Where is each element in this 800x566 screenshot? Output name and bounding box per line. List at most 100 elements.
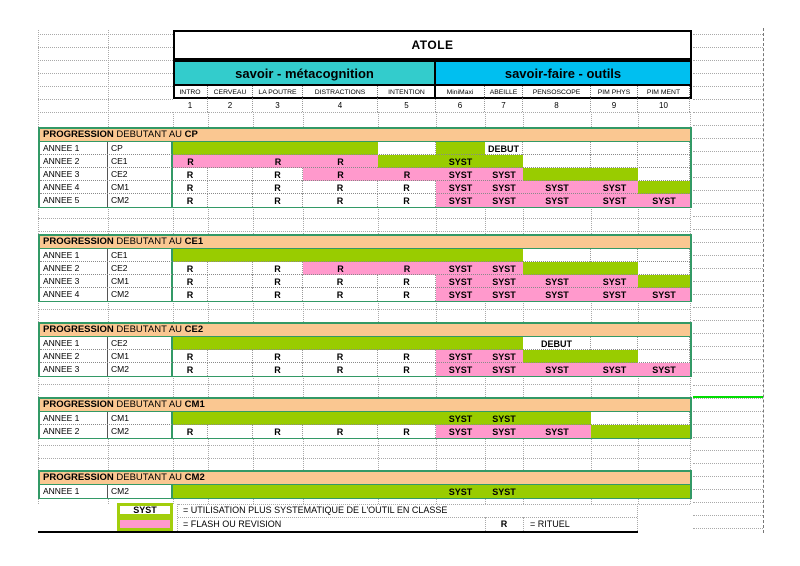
grid-cell-pensoscope[interactable]: SYST	[523, 181, 591, 194]
grid-cell-pim-ment[interactable]: SYST	[638, 194, 690, 207]
grid-cell-pim-phys[interactable]	[591, 412, 638, 425]
grid-cell-distractions[interactable]: R	[303, 181, 378, 194]
grid-cell-pim-phys[interactable]: SYST	[591, 363, 638, 376]
grid-cell-intention[interactable]: R	[378, 168, 436, 181]
grid-cell-cerveau[interactable]	[208, 275, 253, 288]
grid-cell-cerveau[interactable]	[208, 168, 253, 181]
grid-cell-la-poutre[interactable]: R	[253, 194, 303, 207]
grid-cell-minimaxi[interactable]	[436, 337, 485, 350]
grid-cell-pensoscope[interactable]: SYST	[523, 194, 591, 207]
grid-cell-distractions[interactable]	[303, 249, 378, 262]
grid-cell-distractions[interactable]: R	[303, 194, 378, 207]
grid-cell-distractions[interactable]: R	[303, 168, 378, 181]
legend-syst-box[interactable]: SYST	[117, 503, 173, 517]
legend-flash-box[interactable]	[117, 517, 173, 531]
grid-cell-pim-phys[interactable]	[591, 168, 638, 181]
section-title-bar-cp[interactable]: PROGRESSION DEBUTANT AU CP	[40, 129, 690, 142]
grid-cell-la-poutre[interactable]: R	[253, 363, 303, 376]
grid-cell-distractions[interactable]: R	[303, 288, 378, 301]
grid-cell-cerveau[interactable]	[208, 425, 253, 438]
grid-cell-abeille[interactable]: SYST	[485, 412, 523, 425]
grid-cell-pensoscope[interactable]	[523, 485, 591, 498]
grid-cell-distractions[interactable]: R	[303, 262, 378, 275]
grid-cell-minimaxi[interactable]: SYST	[436, 485, 485, 498]
grid-cell-cerveau[interactable]	[208, 249, 253, 262]
grid-cell-abeille[interactable]	[485, 155, 523, 168]
grid-cell-la-poutre[interactable]: R	[253, 425, 303, 438]
row-label-annee[interactable]: ANNEE 3	[40, 168, 108, 181]
grid-cell-abeille[interactable]: SYST	[485, 262, 523, 275]
grid-cell-cerveau[interactable]	[208, 485, 253, 498]
row-label-annee[interactable]: ANNEE 1	[40, 337, 108, 350]
grid-cell-intro[interactable]: R	[173, 363, 208, 376]
grid-cell-pim-phys[interactable]	[591, 249, 638, 262]
column-number-10[interactable]: 10	[638, 99, 690, 112]
column-header-intro[interactable]: INTRO	[173, 86, 208, 99]
row-label-annee[interactable]: ANNEE 2	[40, 262, 108, 275]
column-number-3[interactable]: 3	[253, 99, 303, 112]
grid-cell-intention[interactable]: R	[378, 425, 436, 438]
grid-cell-minimaxi[interactable]: SYST	[436, 288, 485, 301]
row-label-annee[interactable]: ANNEE 3	[40, 275, 108, 288]
column-header-pim-ment[interactable]: PIM MENT	[638, 86, 690, 99]
grid-cell-abeille[interactable]: DEBUT	[485, 142, 523, 155]
row-label-classe[interactable]: CE2	[108, 168, 173, 181]
row-label-classe[interactable]: CM2	[108, 485, 173, 498]
grid-cell-la-poutre[interactable]: R	[253, 155, 303, 168]
grid-cell-cerveau[interactable]	[208, 412, 253, 425]
column-header-abeille[interactable]: ABEILLE	[485, 86, 523, 99]
grid-cell-minimaxi[interactable]: SYST	[436, 155, 485, 168]
grid-cell-abeille[interactable]: SYST	[485, 425, 523, 438]
grid-cell-la-poutre[interactable]: R	[253, 275, 303, 288]
grid-cell-minimaxi[interactable]: SYST	[436, 350, 485, 363]
grid-cell-pensoscope[interactable]	[523, 168, 591, 181]
grid-cell-pim-phys[interactable]	[591, 337, 638, 350]
grid-cell-distractions[interactable]	[303, 142, 378, 155]
grid-cell-abeille[interactable]: SYST	[485, 275, 523, 288]
grid-cell-pensoscope[interactable]: SYST	[523, 363, 591, 376]
grid-cell-cerveau[interactable]	[208, 142, 253, 155]
grid-cell-distractions[interactable]: R	[303, 425, 378, 438]
grid-cell-pim-phys[interactable]	[591, 485, 638, 498]
grid-cell-pim-phys[interactable]: SYST	[591, 288, 638, 301]
grid-cell-pim-ment[interactable]	[638, 485, 690, 498]
grid-cell-intention[interactable]: R	[378, 262, 436, 275]
grid-cell-intention[interactable]	[378, 142, 436, 155]
section-title-bar-ce1[interactable]: PROGRESSION DEBUTANT AU CE1	[40, 236, 690, 249]
grid-cell-intro[interactable]	[173, 142, 208, 155]
grid-cell-pensoscope[interactable]	[523, 142, 591, 155]
row-label-classe[interactable]: CP	[108, 142, 173, 155]
grid-cell-pim-ment[interactable]	[638, 412, 690, 425]
grid-cell-intention[interactable]: R	[378, 350, 436, 363]
grid-cell-minimaxi[interactable]: SYST	[436, 412, 485, 425]
band-metacognition[interactable]: savoir - métacognition	[173, 60, 436, 86]
grid-cell-pensoscope[interactable]: SYST	[523, 275, 591, 288]
grid-cell-intro[interactable]: R	[173, 425, 208, 438]
grid-cell-abeille[interactable]: SYST	[485, 168, 523, 181]
grid-cell-la-poutre[interactable]: R	[253, 181, 303, 194]
grid-cell-pim-ment[interactable]	[638, 155, 690, 168]
grid-cell-distractions[interactable]: R	[303, 275, 378, 288]
grid-cell-intention[interactable]	[378, 485, 436, 498]
grid-cell-la-poutre[interactable]: R	[253, 262, 303, 275]
grid-cell-pensoscope[interactable]	[523, 262, 591, 275]
grid-cell-intro[interactable]	[173, 337, 208, 350]
grid-cell-cerveau[interactable]	[208, 181, 253, 194]
grid-cell-intention[interactable]	[378, 155, 436, 168]
grid-cell-pim-phys[interactable]: SYST	[591, 275, 638, 288]
grid-cell-intro[interactable]	[173, 412, 208, 425]
grid-cell-cerveau[interactable]	[208, 350, 253, 363]
grid-cell-intention[interactable]: R	[378, 275, 436, 288]
grid-cell-intro[interactable]: R	[173, 168, 208, 181]
grid-cell-pim-ment[interactable]	[638, 142, 690, 155]
grid-cell-la-poutre[interactable]: R	[253, 350, 303, 363]
section-title-bar-cm2[interactable]: PROGRESSION DEBUTANT AU CM2	[40, 472, 690, 485]
grid-cell-pim-phys[interactable]: SYST	[591, 194, 638, 207]
row-label-annee[interactable]: ANNEE 1	[40, 142, 108, 155]
grid-cell-intro[interactable]	[173, 249, 208, 262]
grid-cell-minimaxi[interactable]	[436, 249, 485, 262]
grid-cell-pensoscope[interactable]: DEBUT	[523, 337, 591, 350]
grid-cell-pim-ment[interactable]: SYST	[638, 363, 690, 376]
grid-cell-pensoscope[interactable]	[523, 350, 591, 363]
column-number-5[interactable]: 5	[378, 99, 436, 112]
